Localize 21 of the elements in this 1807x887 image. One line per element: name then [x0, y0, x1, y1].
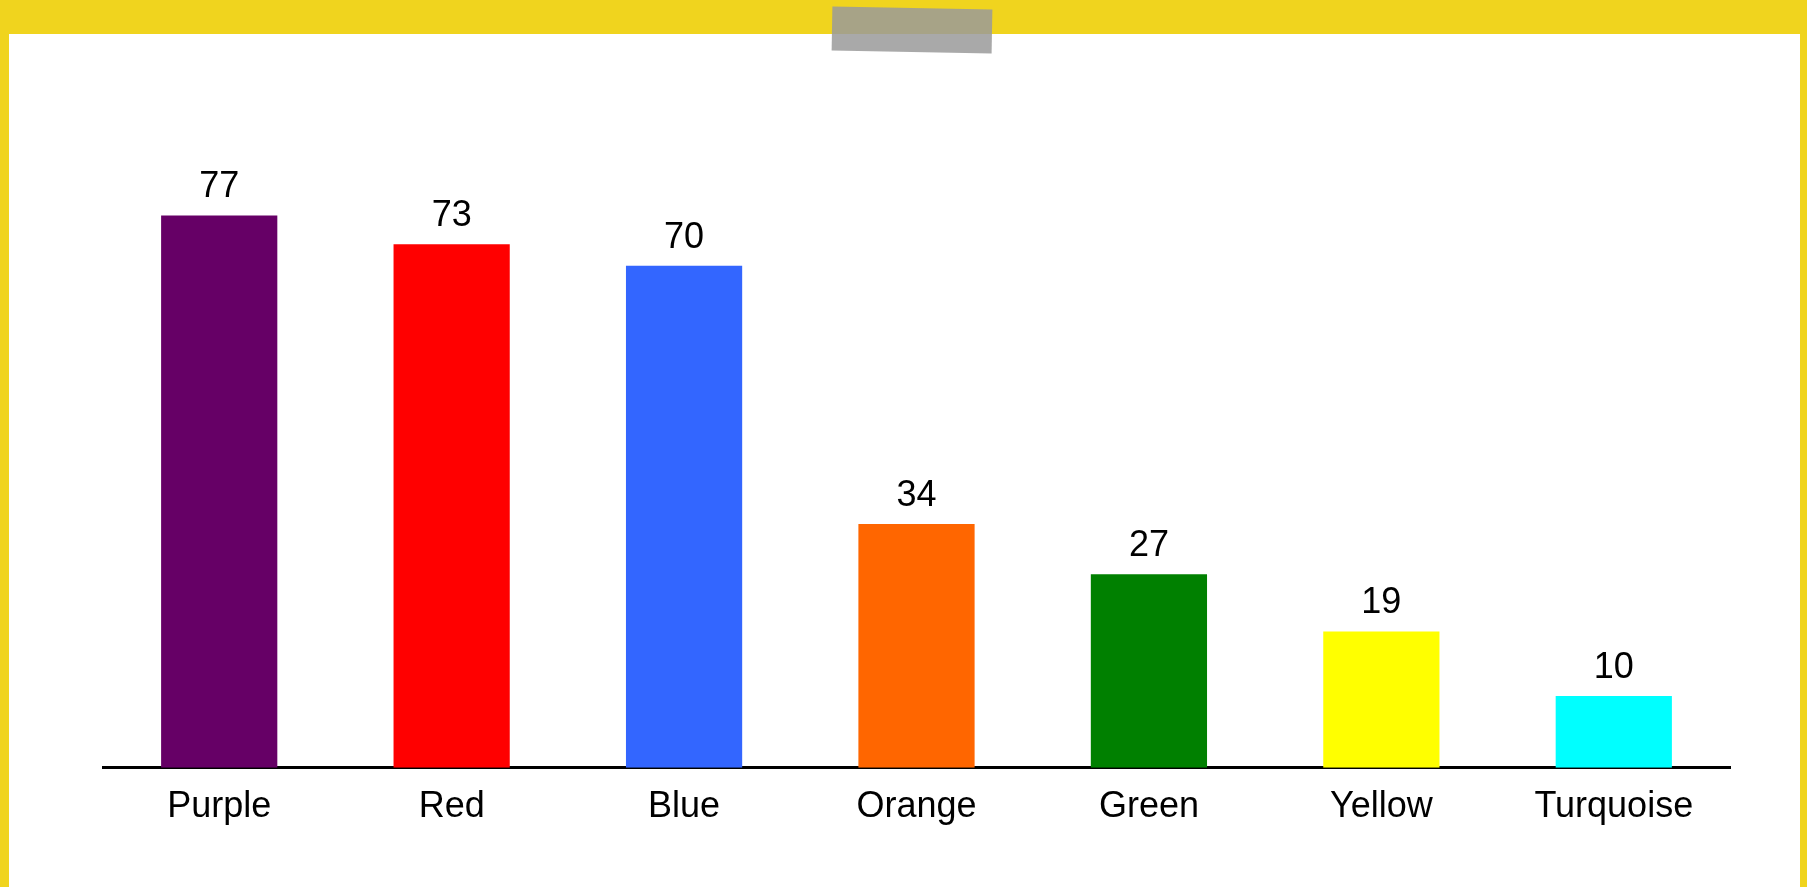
bar: [393, 244, 510, 768]
data-label: 27: [1128, 523, 1169, 565]
data-label: 70: [664, 214, 705, 256]
x-tick-label: Purple: [167, 784, 272, 826]
data-label: 34: [896, 472, 937, 514]
x-tick-label: Blue: [648, 784, 721, 826]
data-label: 19: [1361, 580, 1402, 622]
bar: [858, 523, 975, 768]
x-tick-label: Yellow: [1329, 784, 1434, 826]
bar: [1090, 574, 1208, 768]
x-tick-label: Turquoise: [1534, 784, 1694, 826]
data-label: 10: [1593, 645, 1634, 686]
bar: [1555, 696, 1672, 768]
x-tick-label: Red: [418, 784, 485, 826]
bar: [161, 215, 278, 768]
bar: [625, 265, 743, 768]
data-label: 73: [431, 193, 472, 235]
data-label: 77: [199, 164, 240, 206]
x-tick-label: Green: [1098, 784, 1199, 826]
x-tick-label: Orange: [856, 784, 977, 826]
bar: [1323, 631, 1440, 768]
